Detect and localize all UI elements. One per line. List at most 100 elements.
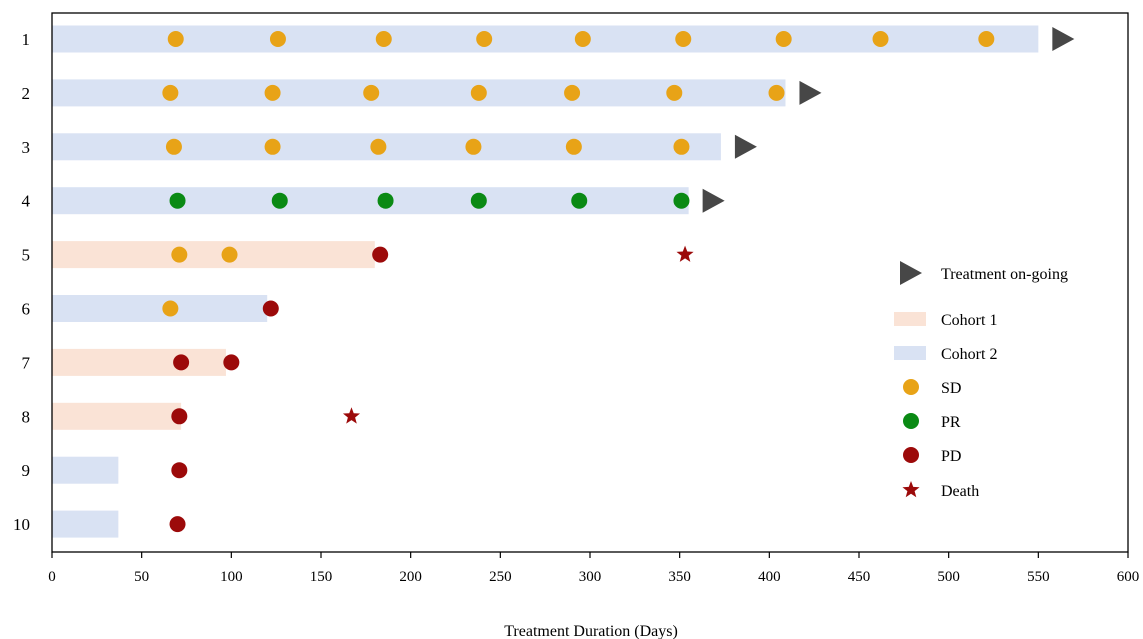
- marker-sd-p1-4: [476, 31, 493, 47]
- marker-sd-p2-5: [564, 84, 581, 101]
- bar-patient-10: [52, 510, 119, 538]
- marker-sd-p5-2: [221, 246, 238, 263]
- marker-sd-p1-7: [775, 31, 792, 47]
- bar-patient-6: [52, 295, 268, 322]
- ongoing-arrow-p2: [799, 80, 822, 105]
- bar-patient-7: [52, 348, 226, 376]
- row-label-6: 6: [22, 300, 31, 319]
- ongoing-arrow-p4: [702, 188, 725, 213]
- legend-symbol-ongoing: [900, 261, 922, 285]
- legend-symbol-SD: [903, 379, 919, 395]
- x-axis-ticks: 0 50 100 150 200 250 300 350 400 450 500 550 600: [48, 552, 1139, 585]
- marker-sd-p3-5: [565, 138, 582, 155]
- marker-pr-p4-3: [377, 192, 394, 209]
- legend-label-death: Death: [941, 483, 979, 500]
- x-tick-label-400: 400: [758, 569, 781, 585]
- legend-symbol-cohort1: [894, 312, 926, 326]
- marker-sd-p2-7: [768, 84, 785, 101]
- x-axis-title: Treatment Duration (Days): [504, 623, 678, 639]
- legend-label-PR: PR: [941, 414, 961, 431]
- bar-patient-8: [52, 402, 182, 430]
- legend-label-cohort1: Cohort 1: [941, 312, 997, 329]
- marker-pr-p4-4: [470, 192, 487, 209]
- x-tick-label-300: 300: [579, 569, 602, 585]
- markers-layer: [162, 27, 1075, 533]
- marker-sd-p2-6: [666, 84, 683, 101]
- row-label-7: 7: [22, 353, 31, 372]
- marker-sd-p1-6: [675, 31, 692, 47]
- bar-patient-3: [52, 133, 721, 161]
- bar-patient-9: [52, 456, 119, 484]
- marker-sd-p3-3: [370, 138, 387, 155]
- legend-item-cohort1: Cohort 1: [894, 312, 997, 329]
- marker-sd-p1-5: [574, 31, 591, 47]
- row-label-9: 9: [22, 461, 31, 480]
- legend-item-PD: PD: [903, 447, 961, 465]
- marker-sd-p2-2: [264, 84, 281, 101]
- marker-sd-p6-1: [162, 300, 179, 317]
- legend-label-ongoing: Treatment on-going: [941, 266, 1068, 283]
- legend-label-PD: PD: [941, 448, 961, 465]
- bar-patient-1: [52, 25, 1039, 53]
- marker-pd-p10-1: [169, 516, 186, 533]
- legend-item-ongoing: Treatment on-going: [900, 261, 1068, 285]
- x-tick-label-500: 500: [937, 569, 960, 585]
- marker-pd-p6-2: [262, 300, 279, 317]
- x-tick-label-350: 350: [668, 569, 691, 585]
- marker-pr-p4-5: [571, 192, 588, 209]
- marker-sd-p1-9: [978, 31, 995, 47]
- legend: Treatment on-going Cohort 1 Cohort 2 SD PR PD…: [894, 261, 1068, 500]
- row-label-2: 2: [22, 84, 31, 103]
- legend-label-cohort2: Cohort 2: [941, 346, 997, 363]
- marker-pd-p7-2: [223, 354, 240, 371]
- legend-symbol-PD: [903, 447, 919, 463]
- marker-sd-p2-4: [470, 84, 487, 101]
- death-star-p8: [342, 407, 361, 424]
- x-tick-label-550: 550: [1027, 569, 1050, 585]
- legend-label-SD: SD: [941, 380, 961, 397]
- marker-pd-p9-1: [171, 462, 188, 479]
- marker-pd-p5-3: [372, 246, 389, 263]
- marker-sd-p3-4: [465, 138, 482, 155]
- x-tick-label-250: 250: [489, 569, 512, 585]
- ongoing-arrow-p3: [734, 134, 757, 159]
- marker-pd-p8-1: [171, 408, 188, 425]
- marker-pd-p7-1: [173, 354, 190, 371]
- x-tick-label-150: 150: [310, 569, 333, 585]
- row-label-3: 3: [22, 138, 31, 157]
- x-tick-label-50: 50: [134, 569, 149, 585]
- marker-sd-p1-8: [872, 31, 889, 47]
- row-label-10: 10: [13, 515, 30, 534]
- marker-sd-p3-6: [673, 138, 690, 155]
- row-label-4: 4: [22, 192, 31, 211]
- legend-symbol-death: [902, 481, 920, 498]
- row-label-8: 8: [22, 407, 31, 426]
- death-star-p5: [676, 245, 694, 262]
- legend-item-cohort2: Cohort 2: [894, 346, 997, 363]
- x-tick-label-200: 200: [399, 569, 422, 585]
- marker-pr-p4-6: [673, 192, 690, 209]
- legend-symbol-PR: [903, 413, 919, 429]
- marker-sd-p2-3: [363, 84, 380, 101]
- x-tick-label-0: 0: [48, 569, 56, 585]
- legend-item-SD: SD: [903, 379, 961, 397]
- marker-pr-p4-1: [169, 192, 186, 209]
- marker-sd-p3-2: [264, 138, 281, 155]
- legend-item-PR: PR: [903, 413, 961, 431]
- y-axis-labels: 1 2 3 4 5 6 7 8 9 10: [13, 30, 31, 534]
- bars-layer: [52, 25, 1039, 538]
- marker-sd-p1-1: [167, 31, 184, 47]
- ongoing-arrow-p1: [1052, 27, 1075, 51]
- x-tick-label-450: 450: [848, 569, 871, 585]
- legend-item-death: Death: [902, 481, 979, 500]
- x-tick-label-100: 100: [220, 569, 243, 585]
- marker-sd-p2-1: [162, 84, 179, 101]
- bar-patient-4: [52, 187, 689, 215]
- marker-pr-p4-2: [271, 192, 288, 209]
- marker-sd-p5-1: [171, 246, 188, 263]
- marker-sd-p3-1: [165, 138, 182, 155]
- legend-symbol-cohort2: [894, 346, 926, 360]
- marker-sd-p1-2: [269, 31, 286, 47]
- row-label-1: 1: [22, 30, 31, 49]
